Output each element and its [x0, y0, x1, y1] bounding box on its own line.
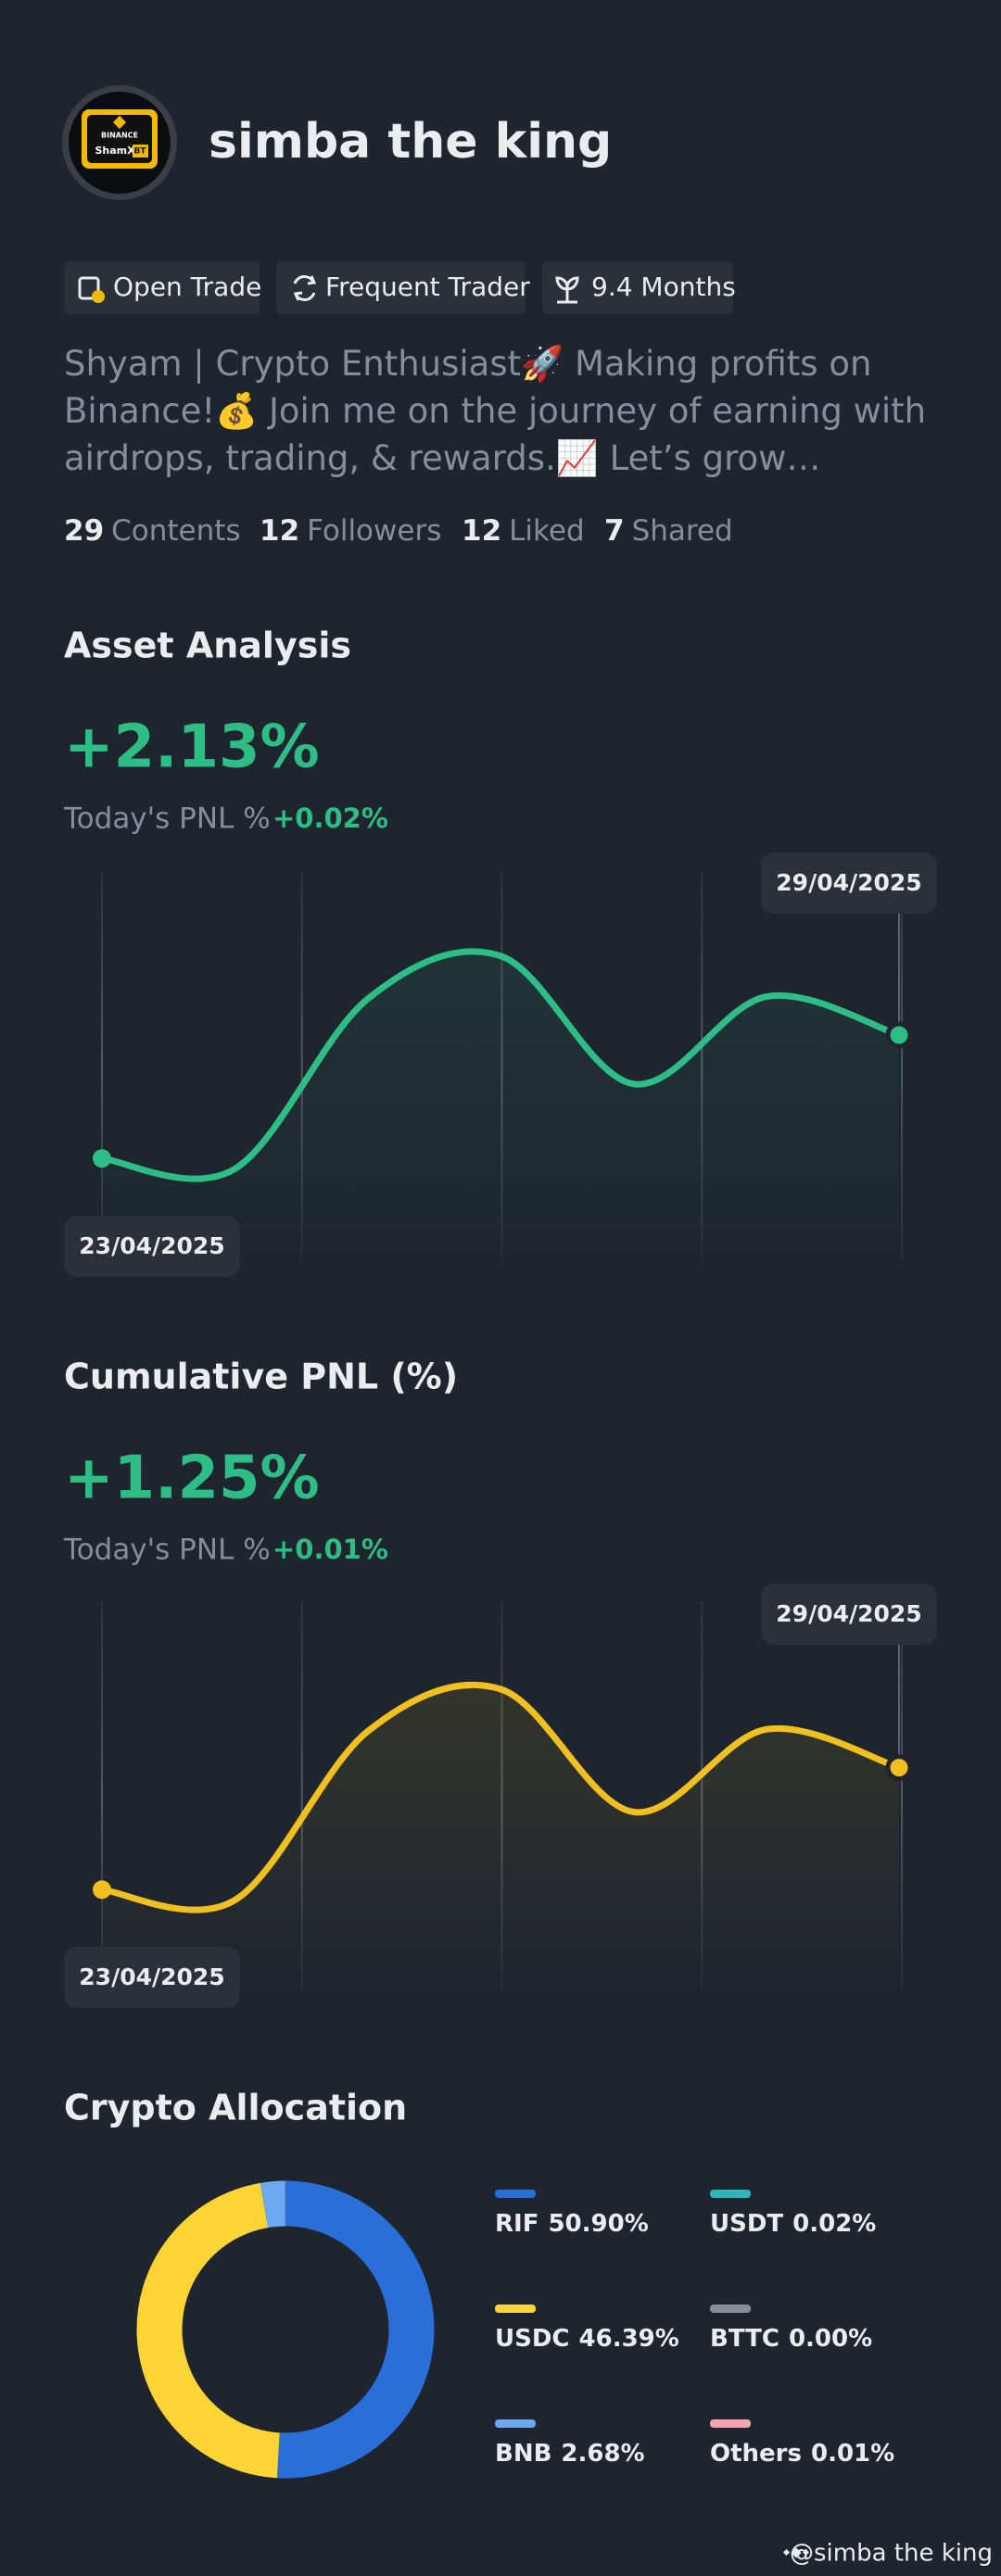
stat-count: 12 [260, 514, 299, 548]
tag-bg [276, 261, 526, 314]
area [102, 1685, 899, 1993]
tooltip-date: 23/04/2025 [79, 1964, 224, 1990]
section-title: Asset Analysis [64, 625, 351, 666]
tooltip [64, 1216, 240, 1277]
legend-value: 0.02% [792, 2210, 876, 2238]
legend-label: BTTC [710, 2325, 779, 2353]
tag-label: Frequent Trader [325, 271, 530, 302]
legend-entry: BNB 2.68% [495, 2440, 645, 2468]
legend-value: 0.00% [789, 2325, 872, 2353]
avatar-brand: BINANCE [101, 132, 138, 140]
tooltip [64, 1947, 240, 2008]
avatar[interactable]: BINANCE ShamX BT [62, 85, 177, 200]
donut-slice [276, 2180, 435, 2479]
donut-slice [260, 2180, 286, 2229]
tag-label: Open Trade [113, 271, 261, 302]
legend-label: BNB [495, 2440, 551, 2468]
stat-label: Liked [509, 514, 584, 548]
headline-value: +1.25% [64, 1445, 320, 1513]
stat-label: Shared [632, 514, 733, 548]
tag-icon [78, 276, 105, 303]
legend-value: 50.90% [548, 2210, 648, 2238]
grid-line [300, 1602, 303, 1993]
stat: 29 Contents [64, 514, 241, 548]
line [98, 948, 903, 1182]
tag-bg [542, 261, 733, 314]
section-title: Cumulative PNL (%) [64, 1357, 458, 1397]
point [93, 1149, 111, 1168]
legend-swatch [710, 2419, 751, 2428]
stat-label: Followers [307, 514, 441, 548]
watermark-text: @simba the king [790, 2540, 993, 2568]
stat-count: 29 [64, 514, 104, 548]
subtitle: Today's PNL % [63, 802, 271, 836]
stat: 12 Followers [260, 514, 441, 548]
legend-label: USDT [710, 2210, 783, 2238]
point [885, 1021, 913, 1049]
legend-label: Others [710, 2440, 802, 2468]
tag-bg [64, 261, 260, 314]
avatar-badge-bg [133, 145, 148, 158]
grid-line [101, 871, 103, 1262]
today-value: +0.02% [272, 802, 388, 834]
stat-count: 12 [462, 514, 501, 548]
grid-line [901, 1602, 903, 1993]
line [98, 1681, 903, 1913]
legend-swatch [495, 2419, 536, 2428]
legend-entry: USDC 46.39% [495, 2325, 679, 2353]
section-title: Crypto Allocation [64, 2088, 407, 2128]
bio: Shyam | Crypto Enthusiast🚀 Making profit… [64, 344, 927, 478]
stat-count: 7 [604, 514, 625, 548]
grid-line [101, 1602, 103, 1993]
grid-line [300, 871, 303, 1262]
donut-slice [136, 2182, 281, 2479]
tooltip [761, 852, 937, 914]
legend-label: USDC [495, 2325, 570, 2353]
profile-name: simba the king [209, 114, 612, 170]
stat: 12 Liked [462, 514, 585, 548]
area [102, 951, 899, 1262]
legend-entry: BTTC 0.00% [710, 2325, 872, 2353]
tooltip-date: 23/04/2025 [79, 1232, 224, 1259]
legend-swatch [495, 2305, 536, 2313]
tooltip [761, 1584, 937, 1645]
tag-label: 9.4 Months [591, 271, 736, 302]
tooltip-date: 29/04/2025 [776, 1600, 921, 1627]
point [93, 1880, 111, 1900]
point [885, 1754, 913, 1782]
bio-box: Shyam | Crypto Enthusiast🚀 Making profit… [64, 344, 927, 478]
legend-entry: USDT 0.02% [710, 2210, 876, 2238]
tooltip-date: 29/04/2025 [776, 869, 921, 896]
avatar-name: ShamX [95, 145, 135, 157]
stat-label: Contents [111, 514, 240, 548]
tag-icon [555, 276, 579, 304]
legend-value: 46.39% [579, 2325, 679, 2353]
legend-entry: Others 0.01% [710, 2440, 894, 2468]
legend-value: 2.68% [561, 2440, 644, 2468]
headline-value: +2.13% [64, 713, 320, 782]
tag-icon [293, 275, 317, 301]
legend-swatch [710, 2190, 751, 2198]
today-value: +0.01% [272, 1534, 388, 1565]
legend-entry: RIF 50.90% [495, 2210, 649, 2238]
avatar-badge: BT [134, 147, 147, 157]
legend-swatch [710, 2305, 751, 2313]
subtitle: Today's PNL % [63, 1534, 271, 1567]
stat: 7 Shared [604, 514, 733, 548]
legend-label: RIF [495, 2210, 539, 2238]
legend-value: 0.01% [811, 2440, 894, 2468]
grid-line [901, 871, 903, 1262]
legend-swatch [495, 2190, 536, 2198]
